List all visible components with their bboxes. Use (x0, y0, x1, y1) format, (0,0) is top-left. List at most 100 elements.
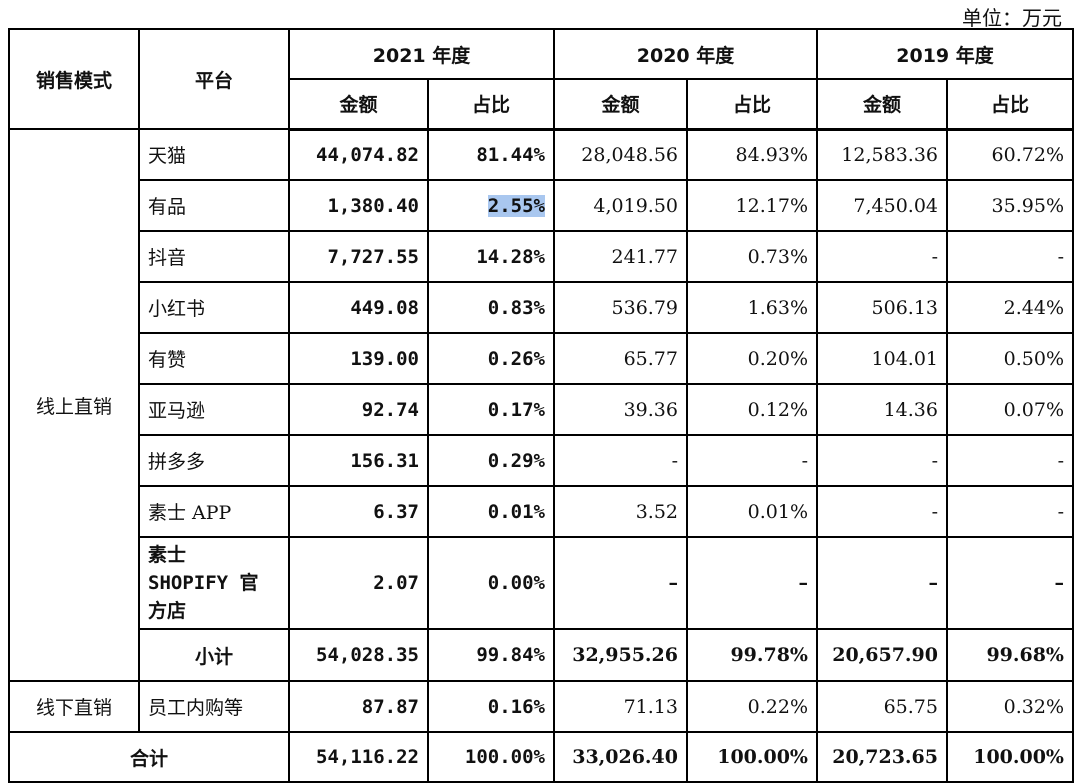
subtotal-label: 小计 (138, 628, 290, 682)
value-cell: 35.95% (946, 179, 1074, 232)
value-cell: 0.32% (946, 680, 1074, 733)
header-amount: 金额 (553, 78, 688, 131)
platform-cell: 亚马逊 (138, 383, 290, 436)
unit-label: 单位：万元 (962, 6, 1062, 30)
value-cell: 14.28% (427, 230, 555, 283)
value-cell: 0.16% (427, 680, 555, 733)
header-year-2021: 2021 年度 (288, 28, 555, 80)
header-year-2019: 2019 年度 (816, 28, 1074, 80)
value-cell: - (946, 230, 1074, 283)
platform-cell: 小红书 (138, 281, 290, 334)
table-row: 有品 1,380.40 2.55% 4,019.50 12.17% 7,450.… (9, 179, 1074, 232)
value-cell: 536.79 (553, 281, 688, 334)
header-amount: 金额 (816, 78, 948, 131)
value-cell: 100.00% (946, 731, 1074, 783)
value-cell: 4,019.50 (553, 179, 688, 232)
highlighted-text[interactable]: 2.55% (487, 194, 545, 217)
value-cell: 65.77 (553, 332, 688, 385)
value-cell: 39.36 (553, 383, 688, 436)
table-row: 亚马逊 92.74 0.17% 39.36 0.12% 14.36 0.07% (9, 383, 1074, 436)
value-cell: – (686, 536, 818, 630)
value-cell: 100.00% (427, 731, 555, 783)
platform-cell: 员工内购等 (138, 680, 290, 733)
value-cell: 20,723.65 (816, 731, 948, 783)
offline-row: 线下直销 员工内购等 87.87 0.16% 71.13 0.22% 65.75… (8, 680, 1074, 733)
platform-cell: 素士 APP (138, 485, 290, 538)
total-row: 合计 54,116.22 100.00% 33,026.40 100.00% 2… (8, 731, 1074, 783)
value-cell: 241.77 (553, 230, 688, 283)
value-cell: 32,955.26 (553, 628, 688, 682)
value-cell: – (816, 536, 948, 630)
value-cell: 0.17% (427, 383, 555, 436)
value-cell: 139.00 (288, 332, 429, 385)
value-cell: 12,583.36 (816, 128, 948, 181)
table-row: 素士 APP 6.37 0.01% 3.52 0.01% - - (9, 485, 1074, 538)
value-cell: 14.36 (816, 383, 948, 436)
value-cell: 0.12% (686, 383, 818, 436)
platform-line: 素士 (148, 544, 187, 566)
value-cell: 0.00% (427, 536, 555, 630)
value-cell: 99.84% (427, 628, 555, 682)
platform-cell: 拼多多 (138, 434, 290, 487)
table-row: 拼多多 156.31 0.29% - - - - (9, 434, 1074, 487)
header-year-2020: 2020 年度 (553, 28, 818, 80)
value-cell: 6.37 (288, 485, 429, 538)
header-ratio: 占比 (686, 78, 818, 131)
value-cell: - (946, 485, 1074, 538)
header-ratio: 占比 (946, 78, 1074, 131)
table-row: 抖音 7,727.55 14.28% 241.77 0.73% - - (9, 230, 1074, 283)
value-cell: 104.01 (816, 332, 948, 385)
table-row: 小红书 449.08 0.83% 536.79 1.63% 506.13 2.4… (9, 281, 1074, 334)
value-cell: 7,450.04 (816, 179, 948, 232)
value-cell: 1.63% (686, 281, 818, 334)
value-cell: 20,657.90 (816, 628, 948, 682)
value-cell: 0.22% (686, 680, 818, 733)
value-cell: 0.20% (686, 332, 818, 385)
sales-table: 销售模式 平台 2021 年度 2020 年度 2019 年度 金额 占比 金额… (8, 28, 1074, 783)
value-cell: 33,026.40 (553, 731, 688, 783)
platform-cell: 有赞 (138, 332, 290, 385)
value-cell: 54,116.22 (288, 731, 429, 783)
value-cell: 156.31 (288, 434, 429, 487)
value-cell: 84.93% (686, 128, 818, 181)
table-row: 线上直销 天猫 44,074.82 81.44% 28,048.56 84.93… (8, 128, 1074, 682)
value-cell-highlighted: 2.55% (427, 179, 555, 232)
value-cell: - (553, 434, 688, 487)
platform-line: SHOPIFY 官 (148, 572, 259, 594)
mode-offline: 线下直销 (8, 680, 140, 733)
value-cell: 0.26% (427, 332, 555, 385)
value-cell: 506.13 (816, 281, 948, 334)
value-cell: - (816, 485, 948, 538)
value-cell: 54,028.35 (288, 628, 429, 682)
value-cell: 81.44% (427, 128, 555, 181)
value-cell: 0.07% (946, 383, 1074, 436)
value-cell: 2.07 (288, 536, 429, 630)
value-cell: 0.01% (686, 485, 818, 538)
table-row: 素士 SHOPIFY 官 方店 2.07 0.00% – – – – (9, 536, 1074, 630)
value-cell: 0.73% (686, 230, 818, 283)
value-cell: 0.83% (427, 281, 555, 334)
platform-cell: 抖音 (138, 230, 290, 283)
value-cell: 449.08 (288, 281, 429, 334)
value-cell: 71.13 (553, 680, 688, 733)
value-cell: 65.75 (816, 680, 948, 733)
value-cell: - (816, 434, 948, 487)
value-cell: – (946, 536, 1074, 630)
platform-cell: 天猫 (138, 128, 290, 181)
platform-line: 方店 (148, 600, 187, 622)
value-cell: 3.52 (553, 485, 688, 538)
value-cell: 0.01% (427, 485, 555, 538)
value-cell: 0.50% (946, 332, 1074, 385)
value-cell: 1,380.40 (288, 179, 429, 232)
header-ratio: 占比 (427, 78, 555, 131)
value-cell: 100.00% (686, 731, 818, 783)
value-cell: 99.78% (686, 628, 818, 682)
total-label: 合计 (8, 731, 290, 783)
value-cell: 60.72% (946, 128, 1074, 181)
value-cell: - (816, 230, 948, 283)
platform-cell-shopify: 素士 SHOPIFY 官 方店 (138, 536, 290, 630)
value-cell: 99.68% (946, 628, 1074, 682)
value-cell: 44,074.82 (288, 128, 429, 181)
platform-cell: 有品 (138, 179, 290, 232)
value-cell: 7,727.55 (288, 230, 429, 283)
